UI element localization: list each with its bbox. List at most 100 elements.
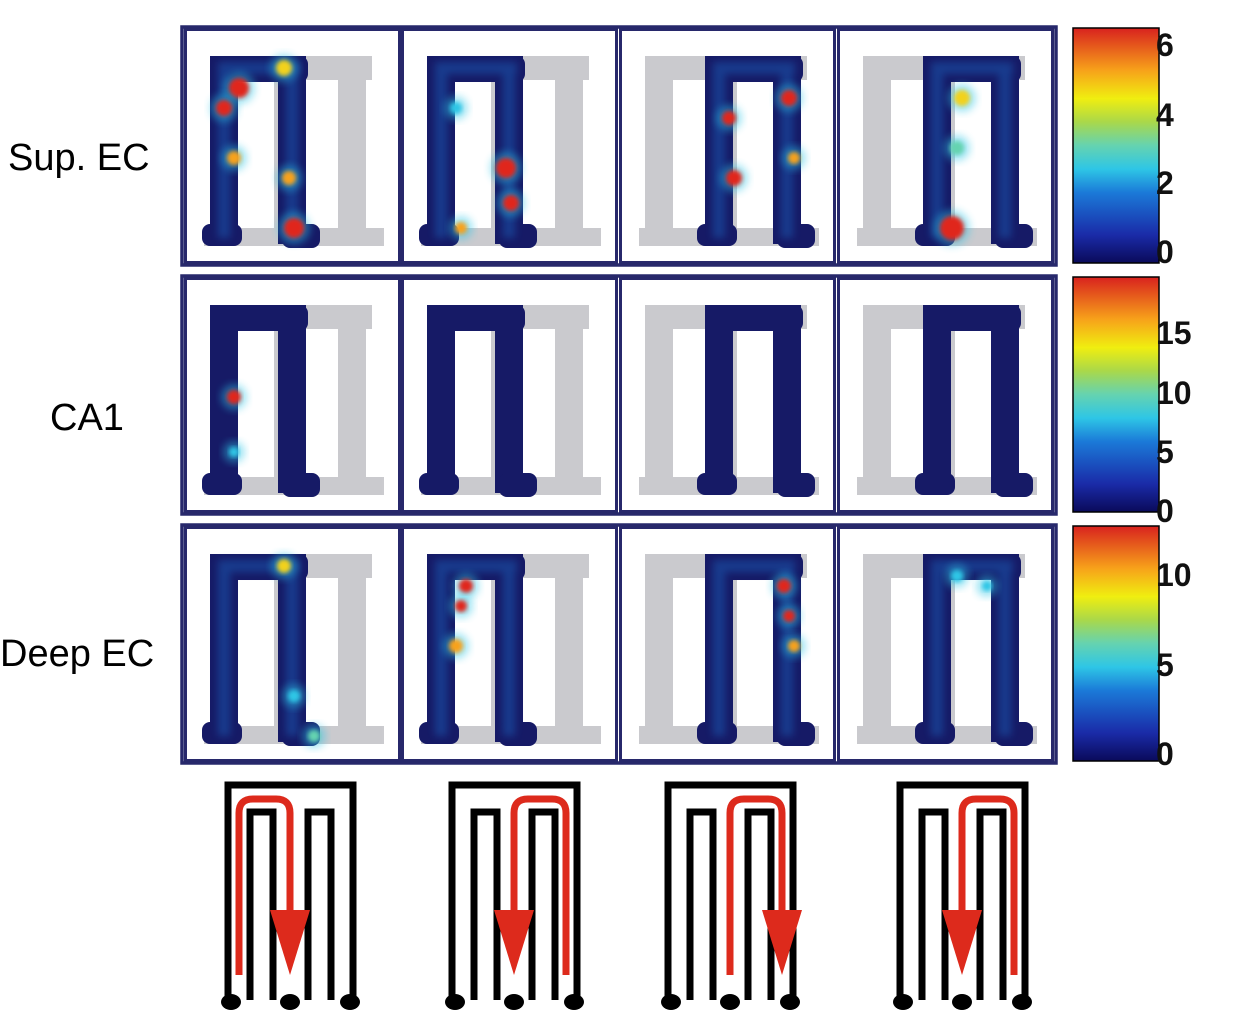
place-field-map [837, 277, 1054, 513]
reward-well [280, 994, 300, 1010]
maze-outline [896, 781, 1029, 1000]
colorbar-tick: 2 [1156, 165, 1174, 201]
panel-border [184, 526, 401, 762]
reward-well [1012, 994, 1032, 1010]
panel-border [184, 277, 401, 513]
activity-band [931, 62, 1013, 238]
place-field-map [401, 526, 618, 762]
firing-hotspot [788, 640, 800, 652]
route-line [958, 795, 1018, 975]
reward-well [340, 994, 360, 1010]
firing-hotspot [455, 222, 467, 234]
firing-hotspot [229, 78, 249, 98]
reward-well [952, 994, 972, 1010]
firing-hotspot [726, 170, 742, 186]
firing-hotspot [308, 730, 320, 742]
visited-path [915, 305, 1033, 497]
colorbar-tick: 15 [1156, 315, 1192, 351]
firing-hotspot [950, 141, 964, 155]
firing-hotspot [783, 610, 795, 622]
panel-border [401, 28, 618, 264]
maze-outline [664, 781, 797, 1000]
activity-band [931, 560, 1013, 736]
reward-well [893, 994, 913, 1010]
route-arrowhead [762, 910, 802, 975]
place-field-map [837, 28, 1054, 264]
row-label-sup-ec: Sup. EC [8, 137, 150, 179]
colorbar-ca1: 15 10 5 0 [1072, 276, 1192, 529]
colorbar-tick: 5 [1156, 647, 1174, 683]
colorbar-tick: 0 [1156, 736, 1174, 772]
panel-border [837, 526, 1054, 762]
place-field-map [401, 28, 618, 264]
place-field-map [401, 277, 618, 513]
route-arrowhead [270, 910, 310, 975]
firing-hotspot [227, 390, 241, 404]
row-frame [180, 523, 1058, 765]
colorbar-tick: 6 [1156, 27, 1174, 63]
firing-hotspot [951, 570, 963, 582]
maze-outline [448, 781, 581, 1000]
firing-hotspot [982, 581, 992, 591]
firing-hotspot [777, 579, 791, 593]
firing-hotspot [459, 579, 473, 593]
reward-well [445, 994, 465, 1010]
panel-border [837, 28, 1054, 264]
colorbar-tick: 5 [1156, 434, 1174, 470]
firing-hotspot [954, 90, 970, 106]
place-field-map [619, 28, 836, 264]
firing-hotspot [227, 151, 241, 165]
activity-band [435, 560, 517, 736]
panel-border [401, 526, 618, 762]
maze-schematic [221, 781, 360, 1010]
reward-well [221, 994, 241, 1010]
firing-hotspot [940, 216, 964, 240]
panel-border [619, 277, 836, 513]
colorbar-tick: 0 [1156, 234, 1174, 270]
firing-hotspot [282, 171, 296, 185]
route-arrowhead [942, 910, 982, 975]
row-frame [180, 25, 1058, 267]
colorbar-sup-ec: 6 4 2 0 [1072, 27, 1174, 270]
place-field-map [184, 277, 401, 513]
row-label-deep-ec: Deep EC [0, 633, 154, 675]
maze-outline [224, 781, 357, 1000]
panel-border [401, 277, 618, 513]
colorbar-tick: 0 [1156, 493, 1174, 529]
place-field-map [837, 526, 1054, 762]
row-frame [180, 274, 1058, 516]
firing-hotspot [455, 600, 467, 612]
visited-path [419, 305, 537, 497]
maze-schematic [893, 781, 1032, 1010]
firing-hotspot [503, 195, 519, 211]
place-field-map [184, 526, 401, 762]
row-label-ca1: CA1 [50, 397, 124, 439]
firing-hotspot [284, 218, 304, 238]
route-line [726, 795, 786, 975]
colorbar-deep-ec: 10 5 0 [1072, 525, 1192, 772]
maze-schematic [661, 781, 802, 1010]
firing-hotspot [229, 447, 239, 457]
panel-border [619, 28, 836, 264]
panel-border [619, 526, 836, 762]
panel-border [184, 28, 401, 264]
reward-well [504, 994, 524, 1010]
maze-schematic [445, 781, 584, 1010]
colorbar-tick: 4 [1156, 97, 1174, 133]
reward-well [661, 994, 681, 1010]
firing-hotspot [276, 60, 292, 76]
firing-hotspot [781, 90, 797, 106]
firing-hotspot [216, 100, 232, 116]
firing-hotspot [722, 111, 736, 125]
route-line [235, 795, 294, 975]
colorbar-tick: 10 [1156, 557, 1192, 593]
route-line [510, 795, 570, 975]
colorbar-tick: 10 [1156, 375, 1192, 411]
firing-hotspot [277, 559, 291, 573]
firing-hotspot [449, 639, 463, 653]
reward-well [564, 994, 584, 1010]
reward-well [720, 994, 740, 1010]
firing-hotspot [288, 690, 300, 702]
firing-hotspot [496, 158, 516, 178]
